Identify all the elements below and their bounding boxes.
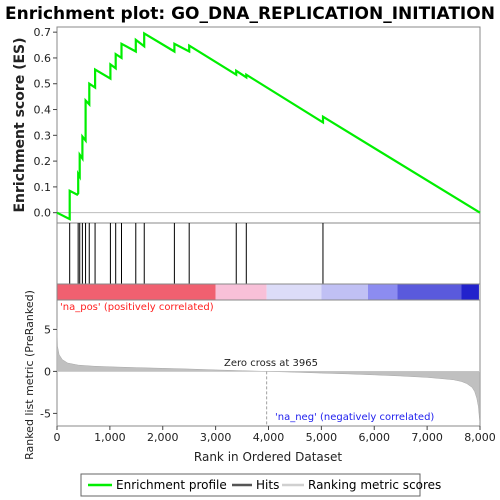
legend-metric-label: Ranking metric scores	[308, 478, 441, 492]
metric-y-tick-label: -5	[40, 407, 51, 420]
metric-y-tick-label: 0	[44, 365, 51, 378]
rank-color-bar	[56, 283, 481, 301]
x-tick-label: 1,000	[94, 431, 126, 444]
negative-correlation-label: 'na_neg' (negatively correlated)	[275, 412, 434, 423]
x-tick-label: 2,000	[147, 431, 179, 444]
x-tick-label: 0	[54, 431, 61, 444]
metric-y-tick-label: 5	[44, 323, 51, 336]
x-tick-label: 6,000	[359, 431, 391, 444]
es-y-tick-label: 0.0	[34, 207, 52, 220]
color-bar-segment	[321, 284, 368, 300]
es-y-tick-label: 0.1	[34, 181, 52, 194]
hit-marks	[69, 223, 324, 284]
color-bar-segment	[461, 284, 479, 300]
hits-panel	[56, 222, 481, 285]
x-tick-label: 4,000	[253, 431, 285, 444]
zero-cross-annotation: Zero cross at 3965	[224, 358, 318, 369]
es-y-tick-label: 0.5	[34, 78, 52, 91]
es-y-tick-label: 0.6	[34, 52, 52, 65]
metric-y-axis: -5 0 5	[40, 323, 57, 420]
es-y-tick-label: 0.4	[34, 104, 52, 117]
x-tick-label: 8,000	[464, 431, 496, 444]
es-y-axis: 0.0 0.1 0.2 0.3 0.4 0.5 0.6 0.7	[34, 26, 57, 220]
enrichment-profile-line	[56, 31, 481, 221]
x-tick-label: 7,000	[411, 431, 443, 444]
metric-x-axis: 0 1,000 2,000 3,000 4,000 5,000 6,000 7,000 8,00…	[54, 426, 496, 444]
enrichment-score-panel: 0.0 0.1 0.2 0.3 0.4 0.5 0.6 0.7 Enrichment scor…	[12, 26, 481, 224]
color-bar-segment	[367, 284, 398, 300]
es-y-tick-label: 0.7	[34, 26, 52, 39]
es-y-tick-label: 0.2	[34, 155, 52, 168]
ranked-metric-area	[56, 327, 480, 422]
color-bar-segment	[57, 284, 216, 300]
legend: Enrichment profile Hits Ranking metric s…	[80, 473, 441, 497]
color-bar-segment	[215, 284, 267, 300]
color-bar-segment	[266, 284, 322, 300]
chart-title: Enrichment plot: GO_DNA_REPLICATION_INIT…	[5, 4, 495, 24]
metric-y-axis-label: Ranked list metric (PreRanked)	[23, 290, 36, 460]
es-plot-frame	[56, 26, 481, 224]
legend-hits-label: Hits	[256, 478, 279, 492]
ranked-metric-panel: -505 0 1,000 2,000 3,000 4,000 5,000 6,000 7,00…	[23, 290, 496, 464]
es-y-axis-label: Enrichment score (ES)	[12, 37, 28, 212]
x-tick-label: 5,000	[306, 431, 338, 444]
x-axis-label: Rank in Ordered Dataset	[194, 450, 342, 464]
x-tick-label: 3,000	[200, 431, 232, 444]
hits-frame	[56, 222, 481, 285]
legend-enrichment-label: Enrichment profile	[116, 478, 227, 492]
metric-plot-frame	[56, 299, 481, 427]
es-y-tick-label: 0.3	[34, 129, 52, 142]
positive-correlation-label: 'na_pos' (positively correlated)	[60, 302, 214, 313]
color-bar-segment	[397, 284, 462, 300]
